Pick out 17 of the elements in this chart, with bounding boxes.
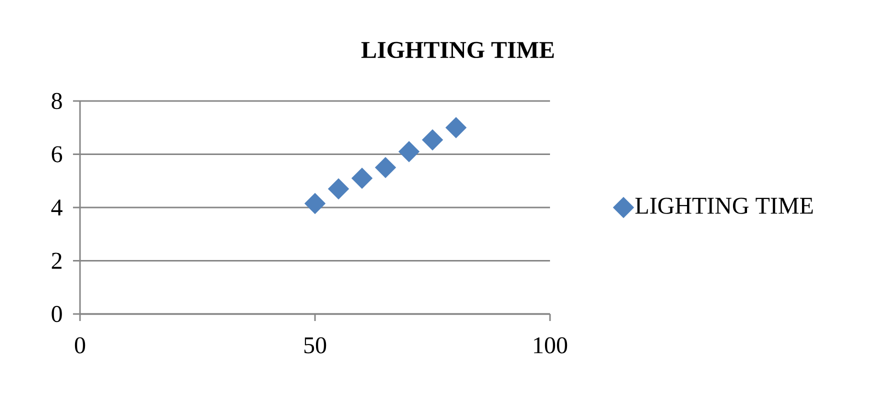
point: [446, 117, 466, 138]
x-tick-label: 100: [534, 337, 568, 354]
point: [328, 178, 349, 200]
y-tick-label: 8: [52, 92, 62, 110]
y-tick-label: 2: [52, 252, 62, 269]
chart-title: LIGHTING TIME: [361, 42, 554, 58]
x-tick-label: 50: [304, 337, 326, 354]
y-tick-label: 4: [51, 200, 62, 216]
legend-label: LIGHTING TIME: [635, 198, 813, 214]
y-tick-label: 0: [52, 306, 62, 322]
y-tick-label: 6: [52, 146, 62, 162]
point: [422, 130, 443, 150]
point: [375, 157, 396, 178]
point: [352, 168, 372, 188]
point: [398, 141, 420, 162]
x-tick-label: 0: [74, 337, 86, 354]
point: [304, 193, 326, 214]
